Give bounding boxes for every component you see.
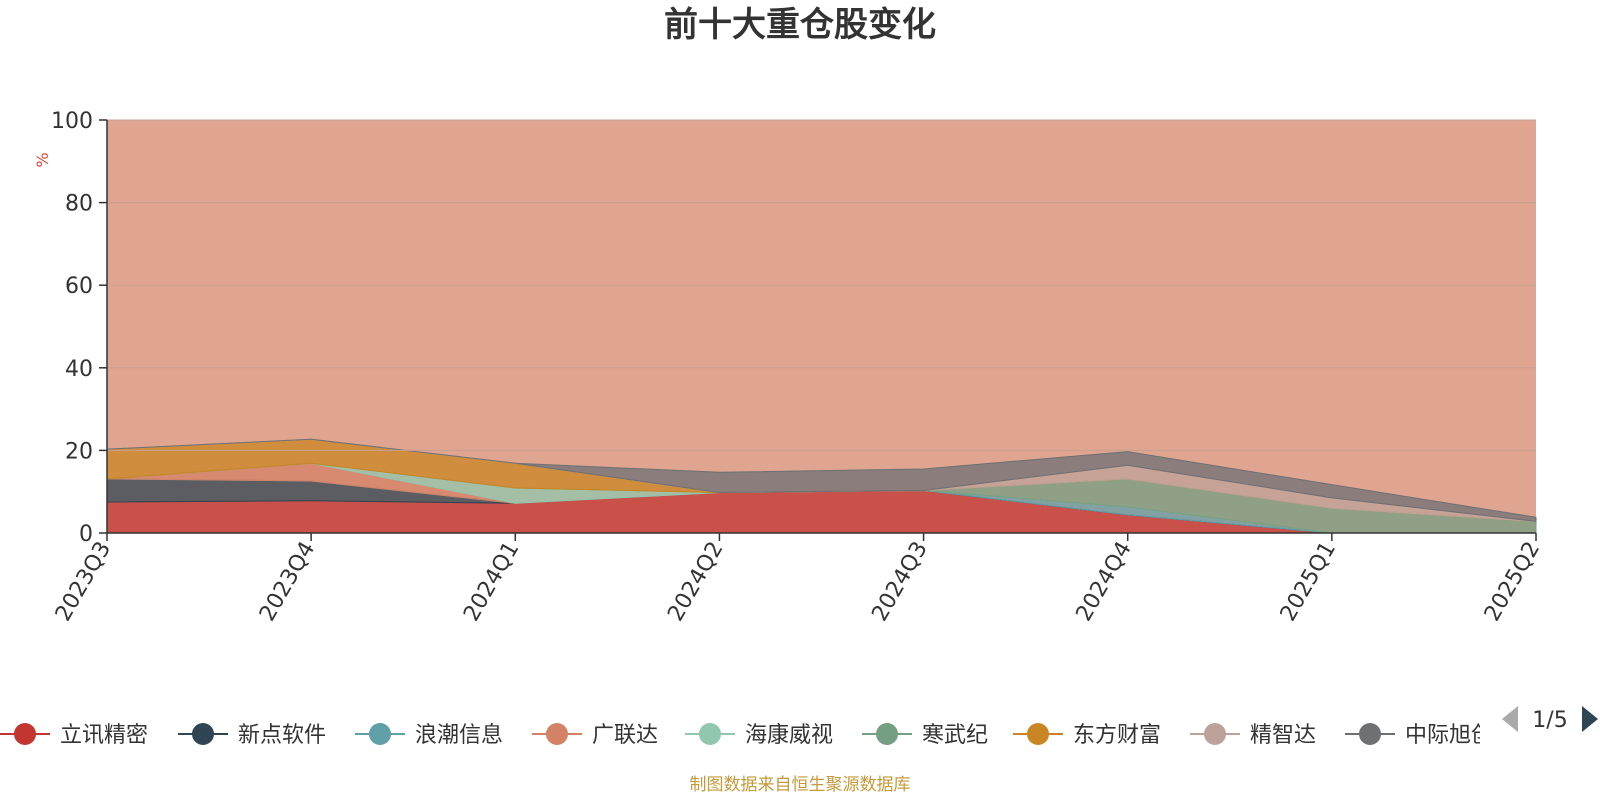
legend-circle-marker [14, 723, 36, 745]
legend-label: 海康威视 [745, 723, 833, 748]
legend-circle-marker [699, 723, 721, 745]
x-tick-label: 2024Q1 [459, 538, 524, 626]
grid-lines [107, 119, 1536, 451]
y-axis-unit-label: % [33, 152, 52, 167]
legend-item[interactable]: 东方财富 [1013, 723, 1161, 748]
y-tick-label: 100 [51, 109, 93, 134]
legend: 立讯精密 新点软件 浪潮信息 广联达 海康威视 寒武纪 东方财富 精智达 中际旭创 1/5 [0, 706, 1598, 748]
x-axis-ticks: 2023Q3 2023Q4 2024Q1 2024Q2 2024Q3 2024Q4 2025… [51, 533, 1545, 626]
x-tick-label: 2024Q3 [867, 538, 932, 626]
x-tick-label: 2024Q4 [1072, 538, 1137, 626]
x-tick-label: 2024Q2 [663, 538, 728, 626]
x-tick-label: 2023Q4 [255, 538, 320, 626]
legend-label: 立讯精密 [60, 723, 148, 748]
legend-page-indicator: 1/5 [1532, 708, 1567, 733]
legend-label: 新点软件 [238, 723, 326, 748]
legend-label: 寒武纪 [922, 723, 988, 748]
y-tick-label: 20 [65, 439, 93, 464]
area-series-9[interactable] [106, 438, 1537, 522]
legend-circle-marker [369, 723, 391, 745]
legend-item[interactable]: 中际旭创 [1345, 723, 1493, 748]
legend-item[interactable]: 立讯精密 [0, 723, 148, 748]
legend-next-page-arrow[interactable] [1582, 706, 1598, 732]
legend-label: 东方财富 [1073, 723, 1161, 748]
legend-item[interactable]: 寒武纪 [862, 723, 988, 748]
y-axis-ticks: 0 20 40 60 80 100 [51, 109, 107, 547]
legend-pager: 1/5 [1502, 706, 1598, 733]
legend-label: 精智达 [1250, 723, 1316, 748]
axes [106, 120, 1536, 534]
legend-prev-page-arrow[interactable] [1502, 706, 1518, 732]
legend-item[interactable]: 浪潮信息 [355, 723, 503, 748]
legend-circle-marker [876, 723, 898, 745]
x-tick-label: 2023Q3 [51, 538, 116, 626]
legend-label: 中际旭创 [1405, 723, 1493, 748]
source-note: 制图数据来自恒生聚源数据库 [690, 775, 911, 795]
legend-items: 立讯精密 新点软件 浪潮信息 广联达 海康威视 寒武纪 东方财富 精智达 中际旭创 [0, 723, 1493, 748]
legend-circle-marker [192, 723, 214, 745]
x-tick-label: 2025Q1 [1276, 538, 1341, 626]
y-tick-label: 0 [79, 522, 93, 547]
x-tick-label: 2025Q2 [1480, 538, 1545, 626]
legend-circle-marker [1359, 723, 1381, 745]
y-tick-label: 60 [65, 274, 93, 299]
legend-item[interactable]: 广联达 [532, 723, 658, 748]
legend-item[interactable]: 海康威视 [685, 723, 833, 748]
area-layers [106, 120, 1537, 534]
y-tick-label: 80 [65, 192, 93, 217]
legend-label: 浪潮信息 [415, 723, 503, 748]
legend-item[interactable]: 精智达 [1190, 723, 1316, 748]
chart-title: 前十大重仓股变化 [664, 5, 936, 45]
legend-circle-marker [1204, 723, 1226, 745]
legend-item[interactable]: 新点软件 [178, 723, 326, 748]
y-tick-label: 40 [65, 357, 93, 382]
legend-label: 广联达 [592, 723, 658, 748]
legend-circle-marker [546, 723, 568, 745]
legend-circle-marker [1027, 723, 1049, 745]
